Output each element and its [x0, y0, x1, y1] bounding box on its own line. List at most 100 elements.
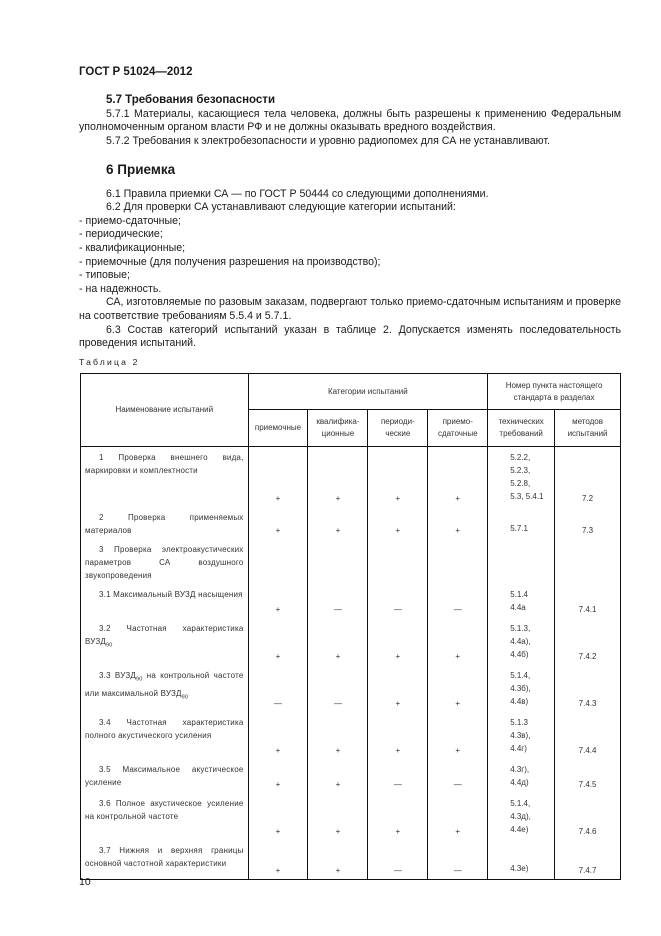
category-mark-cell: + [307, 793, 369, 840]
test-name-cell: 3.1 Максимальный ВУЗД насыщения [80, 584, 249, 618]
category-mark-cell [307, 539, 369, 584]
section-6-title: 6 Приемка [106, 162, 176, 177]
table-row: 3.7 Нижняя и верхняя границы основной ча… [80, 840, 621, 880]
category-mark-cell: + [307, 507, 369, 539]
table-body: 1 Проверка внешнего вида, маркировки и к… [80, 446, 621, 880]
section-5-7-title: 5.7 Требования безопасности [106, 94, 276, 106]
test-name-text: 3.6 Полное акустическое усиление на конт… [85, 799, 244, 821]
table-row: 3.4 Частотная характеристика полного аку… [80, 712, 621, 759]
test-name-text: 3.3 ВУЗД [99, 671, 136, 680]
category-mark-cell [427, 539, 489, 584]
test-name-text: 1 Проверка внешнего вида, маркировки и к… [85, 453, 244, 475]
section-6: 6 Приемка 6.1 Правила приемки СА — по ГО… [79, 163, 621, 351]
category-mark-cell: + [367, 507, 429, 539]
category-mark-cell: + [427, 793, 489, 840]
technical-requirements-cell: 4.3г), 4.4д) [487, 759, 556, 793]
test-method-cell: 7.4.1 [554, 584, 621, 618]
test-name-text: 3.2 Частотная характеристика ВУЗД [85, 624, 244, 646]
category-mark-cell: — [307, 584, 369, 618]
category-mark-cell: + [247, 712, 309, 759]
test-name-cell: 1 Проверка внешнего вида, маркировки и к… [80, 446, 249, 507]
subheader-delivery-acceptance: приемо-сдаточные [427, 409, 489, 447]
technical-requirements-cell: 5.1.4 4.4а [487, 584, 556, 618]
test-name-cell: 3.3 ВУЗД90 на контрольной частоте или ма… [80, 665, 249, 712]
category-mark-cell [367, 539, 429, 584]
category-mark-cell: — [367, 840, 429, 880]
test-name-text: 3.7 Нижняя и верхняя границы основной ча… [85, 846, 244, 868]
test-name-cell: 3.4 Частотная характеристика полного аку… [80, 712, 249, 759]
subscript: 90 [135, 676, 143, 683]
paragraph-6-2: 6.2 Для проверки СА устанавливают следую… [106, 201, 456, 214]
category-mark-cell: — [427, 840, 489, 880]
table-row: 1 Проверка внешнего вида, маркировки и к… [80, 446, 621, 507]
list-item: - на надежность. [79, 282, 162, 295]
category-mark-cell: — [427, 584, 489, 618]
list-item: - периодические; [79, 228, 163, 241]
category-mark-cell: + [367, 446, 429, 507]
category-mark-cell: — [307, 665, 369, 712]
test-method-cell: 7.4.3 [554, 665, 621, 712]
paragraph-6-3: 6.3 Состав категорий испытаний указан в … [79, 323, 621, 350]
test-name-text: 3.1 Максимальный ВУЗД насыщения [99, 590, 243, 599]
list-item: - приемочные (для получения разрешения н… [79, 255, 381, 268]
category-mark-cell: + [367, 665, 429, 712]
technical-requirements-cell: 5.1.4, 4.3б), 4.4в) [487, 665, 556, 712]
test-method-cell: 7.4.2 [554, 618, 621, 665]
category-mark-cell: + [247, 584, 309, 618]
header-test-name: Наименование испытаний [80, 373, 249, 447]
category-mark-cell: — [247, 665, 309, 712]
technical-requirements-cell: 5.1.4, 4.3д), 4.4е) [487, 793, 556, 840]
technical-requirements-cell: 5.2.2, 5.2.3, 5.2.8, 5.3, 5.4.1 [487, 446, 556, 507]
subscript: 90 [106, 642, 113, 649]
technical-requirements-cell: 4.3е) [487, 840, 556, 880]
test-name-cell: 2 Проверка применяемых материалов [80, 507, 249, 539]
category-mark-cell: + [427, 507, 489, 539]
category-mark-cell: + [427, 665, 489, 712]
paragraph-5-7-2: 5.7.2 Требования к электробезопасности и… [106, 134, 550, 147]
table-caption: Таблица 2 [79, 357, 140, 367]
header-test-categories: Категории испытаний [247, 373, 489, 410]
section-5-7: 5.7 Требования безопасности 5.7.1 Матери… [79, 94, 621, 148]
table-row: 3.5 Максимальное акустическое усиление + +… [80, 759, 621, 793]
category-mark-cell: + [367, 793, 429, 840]
list-item: - типовые; [79, 269, 130, 282]
subheader-periodic: периоди-ческие [367, 409, 429, 447]
subheader-technical-requirements: технических требований [487, 409, 556, 447]
test-name-text: 3.5 Максимальное акустическое усиление [85, 765, 244, 787]
technical-requirements-cell [487, 539, 556, 584]
document-id-header: ГОСТ Р 51024—2012 [79, 66, 193, 78]
page-number: 10 [79, 876, 91, 888]
subheader-test-methods: методов испытаний [554, 409, 621, 447]
category-mark-cell: + [247, 840, 309, 880]
technical-requirements-cell: 5.7.1 [487, 507, 556, 539]
category-mark-cell: + [427, 712, 489, 759]
test-method-cell: 7.4.7 [554, 840, 621, 880]
tests-table: Наименование испытаний Категории испытан… [80, 373, 621, 880]
test-method-cell: 7.2 [554, 446, 621, 507]
table-row: 2 Проверка применяемых материалов + + + +5.7… [80, 507, 621, 539]
paragraph-5-7-1: 5.7.1 Материалы, касающиеся тела человек… [79, 107, 621, 134]
category-mark-cell: + [367, 712, 429, 759]
subscript: 90 [181, 694, 189, 701]
test-method-cell: 7.4.5 [554, 759, 621, 793]
subheader-qualification: квалифика-ционные [307, 409, 369, 447]
category-mark-cell: + [247, 759, 309, 793]
category-mark-cell: — [367, 584, 429, 618]
test-category-list: - приемо-сдаточные; - периодические; - к… [79, 215, 621, 297]
test-name-cell: 3.7 Нижняя и верхняя границы основной ча… [80, 840, 249, 880]
paragraph-one-off-orders: СА, изготовляемые по разовым заказам, по… [79, 296, 621, 322]
test-name-cell: 3.2 Частотная характеристика ВУЗД90 [80, 618, 249, 665]
technical-requirements-cell: 5.1.3 4.3в), 4.4г) [487, 712, 556, 759]
test-name-text: 2 Проверка применяемых материалов [85, 513, 244, 535]
category-mark-cell: + [307, 712, 369, 759]
test-name-cell: 3.5 Максимальное акустическое усиление [80, 759, 249, 793]
test-method-cell: 7.3 [554, 507, 621, 539]
technical-requirements-cell: 5.1.3, 4.4а), 4.4б) [487, 618, 556, 665]
paragraph-6-1: 6.1 Правила приемки СА — по ГОСТ Р 50444… [106, 187, 489, 200]
category-mark-cell: — [427, 759, 489, 793]
test-name-cell: 3.6 Полное акустическое усиление на конт… [80, 793, 249, 840]
table-row: 3 Проверка электроакустических параметро… [80, 539, 621, 584]
test-method-cell [554, 539, 621, 584]
category-mark-cell: + [307, 759, 369, 793]
list-item: - квалификационные; [79, 241, 186, 254]
